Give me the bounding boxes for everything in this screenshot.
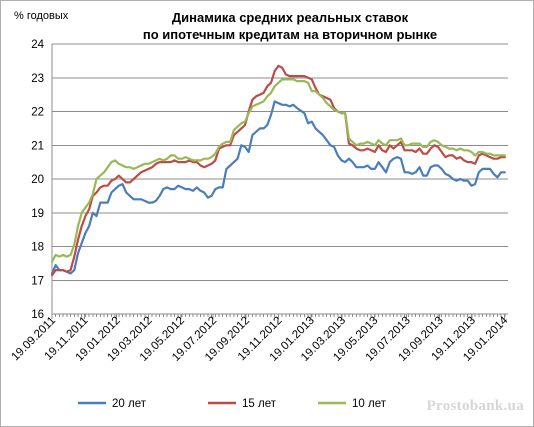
y-tick-label: 22 bbox=[31, 107, 44, 119]
y-axis-unit-label: % годовых bbox=[14, 10, 69, 22]
y-tick-label: 24 bbox=[31, 39, 44, 51]
legend-label-1: 20 лет bbox=[112, 398, 147, 410]
series-line-3 bbox=[50, 78, 506, 263]
chart-title: Динамика средних реальных ставок по ипот… bbox=[120, 9, 460, 43]
series-line-1 bbox=[50, 100, 506, 275]
watermark: Prostobank.ua bbox=[426, 398, 524, 414]
legend-label-2: 15 лет bbox=[242, 398, 277, 410]
y-tick-label: 21 bbox=[31, 140, 44, 152]
y-tick-label: 23 bbox=[31, 73, 44, 85]
series-line-2 bbox=[50, 64, 506, 277]
legend-label-3: 10 лет bbox=[352, 398, 387, 410]
y-tick-label: 17 bbox=[31, 275, 44, 287]
chart-title-line-1: Динамика средних реальных ставок bbox=[171, 10, 409, 25]
y-tick-label: 18 bbox=[31, 242, 44, 254]
y-tick-label: 16 bbox=[31, 309, 44, 321]
y-tick-label: 20 bbox=[31, 174, 44, 186]
chart-title-line-2: по ипотечным кредитам на вторичном рынке bbox=[142, 27, 438, 42]
y-tick-label: 19 bbox=[31, 208, 44, 220]
